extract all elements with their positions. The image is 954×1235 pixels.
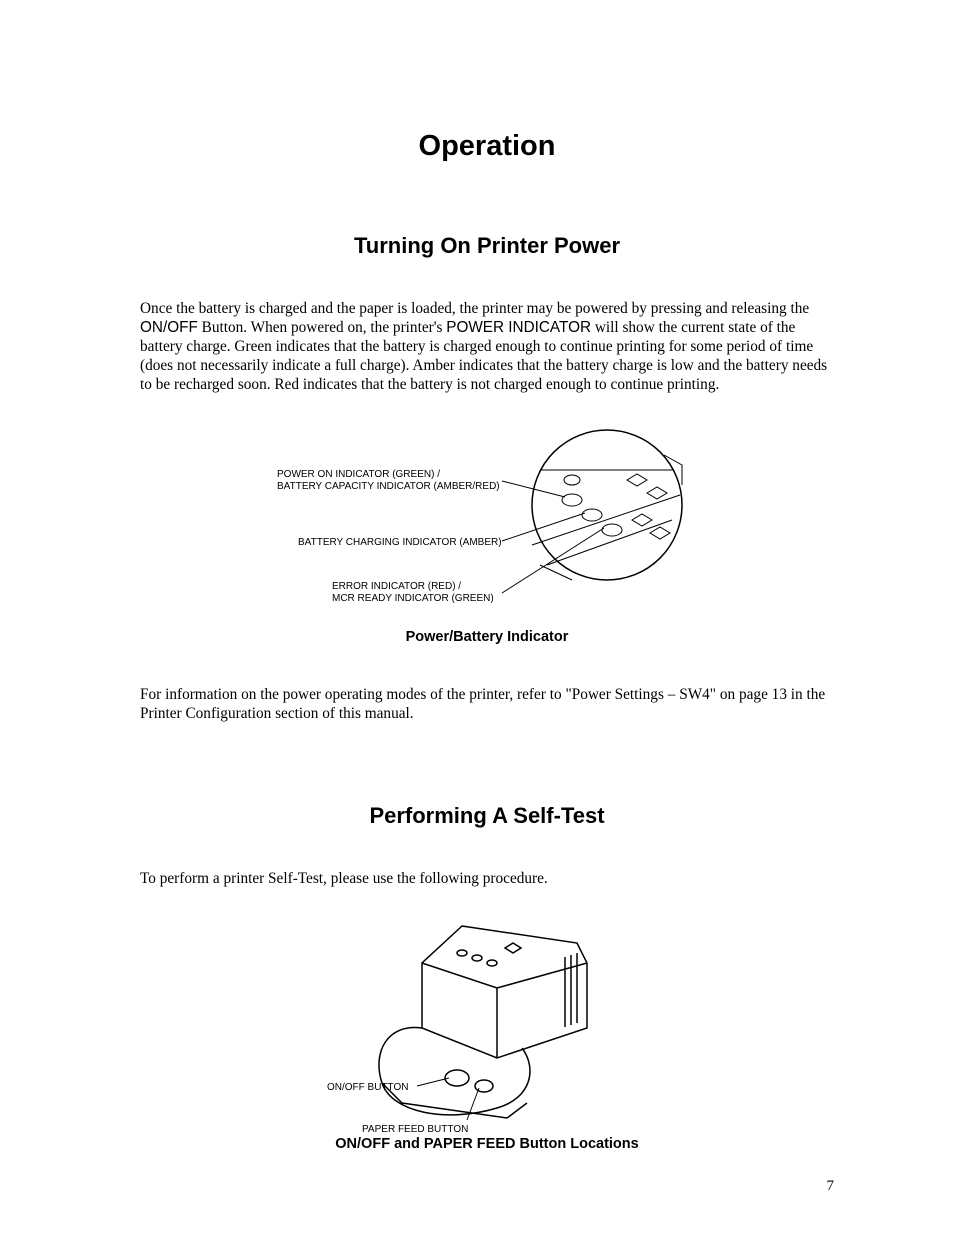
- paragraph-power-modes: For information on the power operating m…: [140, 685, 834, 723]
- text-run: Once the battery is charged and the pape…: [140, 300, 809, 317]
- section-heading-selftest: Performing A Self-Test: [140, 803, 834, 829]
- fig2-label-onoff: ON/OFF BUTTON: [327, 1082, 408, 1093]
- figure-caption-power: Power/Battery Indicator: [140, 629, 834, 645]
- fig2-label-paper-feed: PAPER FEED BUTTON: [362, 1124, 468, 1135]
- page-number: 7: [827, 1178, 835, 1195]
- figure-button-locations: ON/OFF BUTTON PAPER FEED BUTTON: [327, 908, 647, 1138]
- power-indicator-inline-label: POWER INDICATOR: [446, 319, 591, 336]
- fig1-label-error-l2: MCR READY INDICATOR (GREEN): [332, 593, 494, 604]
- page-title: Operation: [140, 130, 834, 163]
- text-run: Button. When powered on, the printer's: [198, 319, 446, 336]
- fig1-label-charging: BATTERY CHARGING INDICATOR (AMBER): [298, 537, 502, 548]
- figure-caption-buttons: ON/OFF and PAPER FEED Button Locations: [140, 1136, 834, 1152]
- onoff-inline-label: ON/OFF: [140, 319, 198, 336]
- paragraph-power-intro: Once the battery is charged and the pape…: [140, 299, 834, 395]
- paragraph-selftest-intro: To perform a printer Self-Test, please u…: [140, 869, 834, 888]
- fig1-label-power-on-l2: BATTERY CAPACITY INDICATOR (AMBER/RED): [277, 481, 500, 492]
- manual-page: Operation Turning On Printer Power Once …: [0, 0, 954, 1235]
- section-heading-power: Turning On Printer Power: [140, 233, 834, 259]
- fig1-label-power-on-l1: POWER ON INDICATOR (GREEN) /: [277, 469, 440, 480]
- figure-power-indicator: POWER ON INDICATOR (GREEN) / BATTERY CAP…: [272, 425, 702, 635]
- fig1-label-error-l1: ERROR INDICATOR (RED) /: [332, 581, 461, 592]
